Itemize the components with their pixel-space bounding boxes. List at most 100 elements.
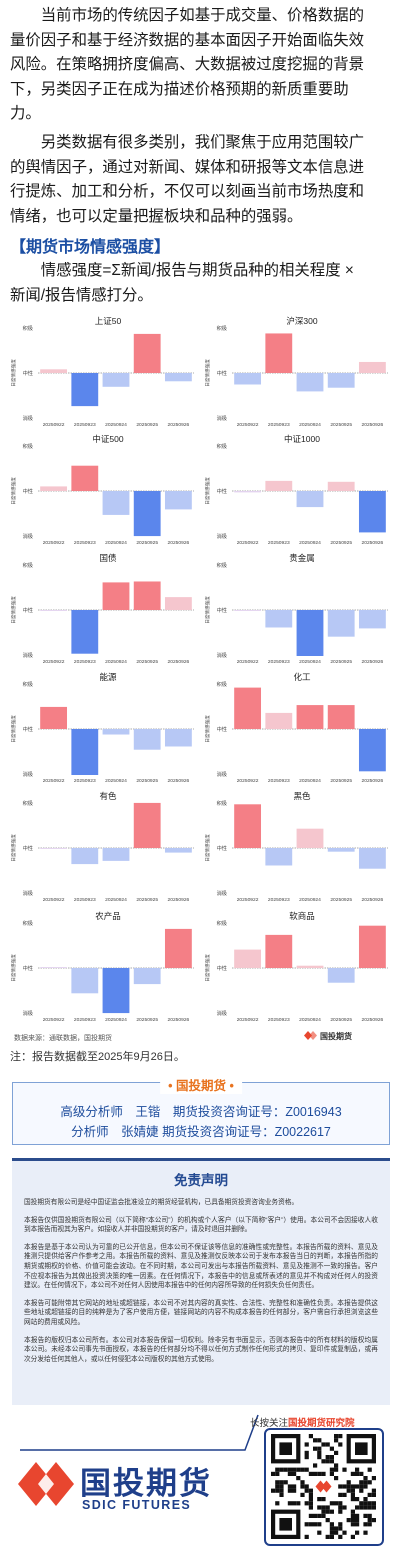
text-line: 情感强度=Σ新闻/报告与期货品种的相关程度 × — [10, 262, 354, 279]
x-tick-label: 20250924 — [299, 540, 321, 546]
x-tick-label: 20250922 — [237, 422, 259, 428]
chart-bar — [40, 369, 68, 373]
follow-brand: 国投期货研究院 — [288, 1418, 355, 1429]
x-tick-label: 20250923 — [74, 778, 96, 784]
logo-cn: 国投期货 — [80, 1466, 212, 1501]
sentiment-chart: 中证1000 日度情感强度 积极 中性 消极 20250922 20250923 202509… — [204, 434, 392, 553]
y-tick-bottom: 消极 — [217, 1009, 228, 1017]
chart-bar — [40, 610, 68, 611]
y-tick-top: 积极 — [217, 919, 228, 927]
chart-bar — [133, 968, 161, 985]
x-tick-label: 20250922 — [237, 540, 259, 546]
x-tick-label: 20250923 — [268, 422, 290, 428]
x-tick-label: 20250924 — [105, 1017, 127, 1023]
text-line: 下，另类因子正在成为描述价格预期的新质重要助 — [10, 80, 349, 98]
chart-bar — [71, 610, 99, 654]
x-tick-label: 20250926 — [168, 422, 190, 428]
chart-bar — [133, 729, 161, 750]
chart-bar — [40, 848, 68, 849]
x-tick-label: 20250925 — [136, 422, 158, 428]
x-tick-label: 20250924 — [299, 659, 321, 665]
x-tick-label: 20250925 — [330, 1017, 352, 1023]
x-tick-label: 20250922 — [43, 540, 65, 546]
x-tick-label: 20250923 — [74, 422, 96, 428]
x-tick-label: 20250923 — [74, 540, 96, 546]
chart-bar — [296, 965, 324, 968]
x-tick-label: 20250924 — [105, 540, 127, 546]
chart-bar — [358, 361, 386, 373]
chart-title: 中证1000 — [284, 434, 320, 444]
follow-prefix: 长按关注 — [250, 1418, 289, 1429]
x-tick-label: 20250924 — [105, 897, 127, 903]
chart-bar — [71, 373, 99, 407]
y-tick-bottom: 消极 — [23, 651, 34, 659]
chart-bar — [234, 804, 262, 848]
logo-en: SDIC FUTURES — [82, 1498, 192, 1512]
chart-bar — [133, 333, 161, 373]
y-axis-label: 日度情感强度 — [10, 954, 17, 982]
chart-bar — [358, 925, 386, 968]
intro-paragraph-1: 当前市场的传统因子如基于成交量、价格数据的 量价因子和基于经济数据的基本面因子开… — [10, 4, 392, 127]
chart-bar — [296, 828, 324, 848]
chart-bar — [40, 486, 68, 491]
qr-code[interactable] — [264, 1428, 384, 1546]
sdic-logo: 国投期货 SDIC FUTURES — [18, 1454, 248, 1524]
chart-bar — [234, 491, 262, 493]
chart-title: 黑色 — [293, 791, 311, 801]
chart-title: 化工 — [293, 672, 311, 682]
y-axis-label: 日度情感强度 — [10, 477, 17, 505]
x-tick-label: 20250924 — [299, 422, 321, 428]
y-tick-top: 积极 — [217, 680, 228, 688]
chart-title: 软商品 — [289, 911, 315, 921]
chart-bar — [164, 373, 192, 382]
sentiment-chart: 软商品 日度情感强度 积极 中性 消极 20250922 20250923 20250924 2… — [204, 911, 392, 1030]
follow-prompt: 长按关注国投期货研究院 — [250, 1415, 355, 1429]
y-axis-label: 日度情感强度 — [204, 715, 211, 743]
chart-title: 有色 — [99, 791, 117, 801]
chart-bar — [327, 373, 355, 388]
x-tick-label: 20250925 — [136, 659, 158, 665]
chart-bar — [164, 491, 192, 510]
chart-bar — [234, 949, 262, 968]
x-tick-label: 20250926 — [168, 1017, 190, 1023]
sentiment-chart: 中证500 日度情感强度 积极 中性 消极 20250922 20250923 2025092… — [10, 434, 198, 553]
x-tick-label: 20250924 — [299, 1017, 321, 1023]
analyst-line-2: 分析师 张婧婕 期货投资咨询证号：Z0022617 — [71, 1125, 331, 1139]
source-text: 数据来源：通联数据，国投期货 — [14, 1035, 112, 1042]
chart-bar — [265, 333, 293, 373]
sdic-diamond-icon — [18, 1462, 74, 1506]
chart-bar — [133, 491, 161, 537]
y-axis-label: 日度情感强度 — [204, 477, 211, 505]
x-tick-label: 20250923 — [74, 659, 96, 665]
sentiment-chart: 能源 日度情感强度 积极 中性 消极 20250922 20250923 20250924 20… — [10, 672, 198, 791]
chart-bar — [133, 581, 161, 610]
x-tick-label: 20250923 — [268, 778, 290, 784]
x-tick-label: 20250926 — [168, 778, 190, 784]
y-tick-mid: 中性 — [23, 369, 33, 377]
sentiment-chart: 黑色 日度情感强度 积极 中性 消极 20250922 20250923 20250924 20… — [204, 791, 392, 910]
analyst-box: • 国投期货 • 高级分析师 王锴 期货投资咨询证号：Z0016943 分析师 … — [12, 1075, 390, 1145]
sentiment-chart: 化工 日度情感强度 积极 中性 消极 20250922 20250923 20250924 20… — [204, 672, 392, 791]
text-line: 风险。在策略拥挤度偏高、大数据被过度挖掘的背景 — [10, 56, 364, 73]
y-tick-mid: 中性 — [23, 606, 33, 614]
y-tick-bottom: 消极 — [23, 532, 34, 540]
footer-corner-line — [20, 1414, 259, 1451]
y-tick-mid: 中性 — [23, 725, 33, 733]
x-tick-label: 20250922 — [43, 1017, 65, 1023]
chart-bar — [102, 848, 130, 861]
y-tick-bottom: 消极 — [23, 889, 34, 897]
analyst-line-1: 高级分析师 王锴 期货投资咨询证号：Z0016943 — [60, 1105, 342, 1119]
y-tick-top: 积极 — [217, 561, 228, 569]
chart-bar — [102, 729, 130, 735]
disclaimer-paragraph: 本报告的版权归本公司所有。本公司对本报告保留一切权利。除非另有书面显示，否则本报… — [24, 1336, 378, 1363]
x-tick-label: 20250923 — [268, 659, 290, 665]
text-line: 情绪，也可以定量把握板块和品种的强弱。 — [10, 207, 303, 225]
